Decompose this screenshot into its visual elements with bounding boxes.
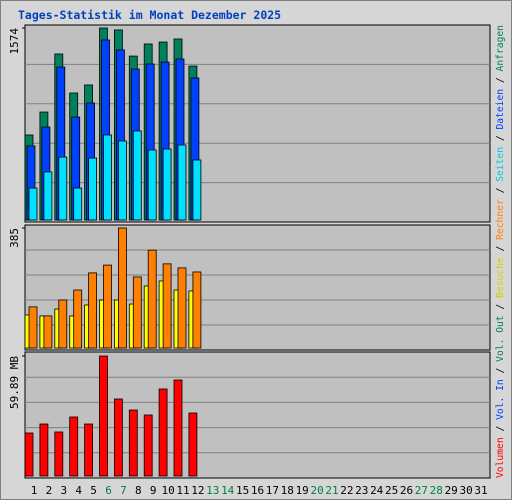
legend-separator: /: [495, 298, 506, 315]
legend-separator: /: [495, 362, 506, 379]
x-tick-label: 5: [90, 484, 97, 497]
bar: [132, 276, 142, 349]
legend-separator: /: [495, 182, 506, 199]
legend-entry: Rechner: [495, 199, 506, 240]
bar: [118, 140, 127, 221]
x-tick-label: 15: [236, 484, 249, 497]
bar: [28, 306, 38, 349]
bar: [69, 416, 79, 477]
bar: [28, 187, 38, 221]
x-tick-label: 8: [135, 484, 142, 497]
bar: [114, 398, 123, 477]
bar: [128, 409, 138, 477]
bar: [58, 299, 68, 349]
x-tick-label: 29: [445, 484, 458, 497]
y-tick-label: 1574: [8, 28, 21, 55]
x-tick-label: 30: [459, 484, 472, 497]
legend: Volumen / Vol. In / Vol. Out / Besuche /…: [495, 25, 506, 478]
legend-entry: Dateien: [495, 89, 506, 130]
bar: [103, 134, 112, 221]
bar: [84, 423, 93, 477]
x-tick-label: 17: [266, 484, 279, 497]
bar: [43, 315, 53, 349]
x-tick-label: 3: [60, 484, 67, 497]
bar: [39, 423, 49, 477]
legend-entry: Seiten: [495, 147, 506, 182]
x-tick-label: 18: [281, 484, 294, 497]
bar: [177, 144, 187, 221]
legend-entry: Vol. Out: [495, 315, 506, 361]
bar: [192, 159, 202, 221]
bar: [143, 414, 153, 477]
x-tick-label: 24: [370, 484, 384, 497]
bar: [103, 264, 112, 349]
legend-separator: /: [495, 240, 506, 257]
bar: [99, 355, 108, 477]
legend-entry: Vol. In: [495, 379, 506, 420]
x-tick-label: 20: [310, 484, 323, 497]
bar: [118, 227, 127, 349]
bar: [24, 432, 34, 477]
panel: [24, 351, 491, 479]
x-tick-label: 19: [296, 484, 309, 497]
bar: [147, 249, 157, 349]
legend-separator: /: [495, 420, 506, 437]
x-tick-label: 16: [251, 484, 264, 497]
y-tick-label: 385: [8, 228, 21, 248]
bar: [177, 267, 187, 349]
legend-separator: /: [495, 71, 506, 88]
bar: [54, 431, 64, 477]
bar: [73, 289, 83, 349]
bar: [132, 130, 142, 221]
bar: [88, 157, 97, 221]
x-tick-label: 14: [221, 484, 235, 497]
x-tick-label: 28: [430, 484, 443, 497]
x-tick-label: 11: [176, 484, 189, 497]
x-tick-label: 12: [191, 484, 204, 497]
x-tick-label: 26: [400, 484, 413, 497]
x-tick-label: 1: [31, 484, 38, 497]
legend-entry: Besuche: [495, 257, 506, 298]
x-tick-label: 13: [206, 484, 219, 497]
bar: [162, 263, 172, 349]
x-tick-label: 31: [474, 484, 487, 497]
legend-separator: /: [495, 130, 506, 147]
x-tick-label: 4: [75, 484, 82, 497]
bar: [73, 187, 83, 221]
bar: [158, 388, 168, 477]
bar: [88, 272, 97, 349]
bar: [58, 156, 68, 221]
bar: [147, 149, 157, 221]
x-tick-label: 22: [340, 484, 353, 497]
x-tick-label: 25: [385, 484, 398, 497]
x-tick-label: 2: [46, 484, 53, 497]
y-tick-label: 59.89 MB: [8, 356, 21, 409]
x-tick-label: 27: [415, 484, 428, 497]
bar: [173, 379, 183, 477]
x-tick-label: 23: [355, 484, 368, 497]
x-tick-label: 10: [161, 484, 174, 497]
x-tick-label: 6: [105, 484, 112, 497]
bar: [162, 148, 172, 221]
chart-title: Tages-Statistik im Monat Dezember 2025: [18, 8, 281, 22]
legend-entry: Volumen: [495, 437, 506, 478]
bar: [188, 412, 198, 477]
bar: [192, 271, 202, 349]
x-tick-label: 7: [120, 484, 127, 497]
x-tick-label: 21: [325, 484, 338, 497]
x-tick-label: 9: [150, 484, 157, 497]
bar: [43, 171, 53, 221]
legend-entry: Anfragen: [495, 25, 506, 71]
